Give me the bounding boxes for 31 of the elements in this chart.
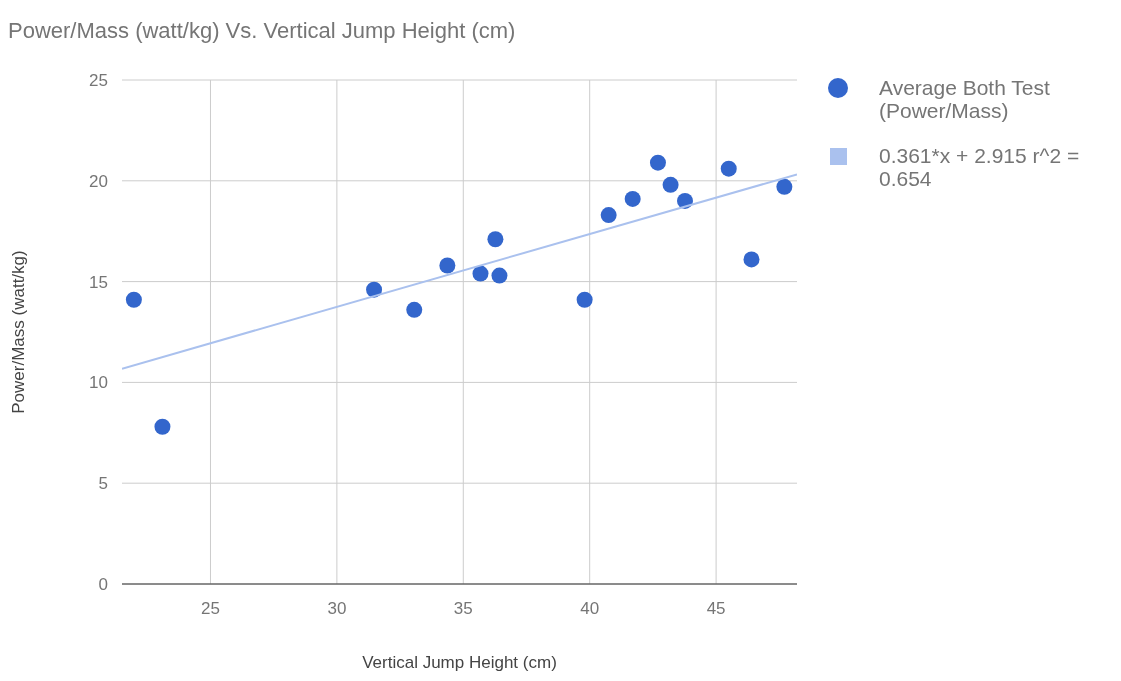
point [776, 178, 793, 195]
point [439, 257, 456, 274]
x-tick-label: 40 [580, 599, 600, 618]
point [662, 176, 679, 193]
point [487, 231, 504, 248]
y-axis-title: Power/Mass (watt/kg) [9, 250, 28, 414]
point [600, 207, 617, 224]
y-tick-label: 10 [89, 373, 108, 393]
legend-label: Average Both Test (Power/Mass) [879, 76, 1051, 123]
x-axis-title: Vertical Jump Height (cm) [362, 653, 557, 672]
y-tick-label: 15 [89, 272, 108, 292]
point [649, 154, 666, 171]
chart-title: Power/Mass (watt/kg) Vs. Vertical Jump Height (cm) [8, 18, 516, 43]
y-tick-label: 0 [98, 574, 108, 594]
point [472, 265, 489, 282]
point [576, 291, 593, 308]
point [491, 267, 508, 284]
y-tick-label: 25 [89, 70, 108, 90]
x-tick-label: 45 [706, 599, 726, 618]
point [406, 301, 423, 318]
y-tick-label: 20 [89, 171, 108, 191]
x-tick-label: 35 [453, 599, 473, 618]
point [154, 418, 171, 435]
x-tick-label: 25 [201, 599, 220, 618]
y-tick-label: 5 [98, 474, 108, 494]
point [743, 251, 760, 268]
point [624, 190, 641, 207]
x-tick-label: 30 [327, 599, 347, 618]
legend-label: 0.361*x + 2.915 r^2 = 0.654 [879, 144, 1080, 191]
point [720, 160, 737, 177]
point [125, 291, 142, 308]
